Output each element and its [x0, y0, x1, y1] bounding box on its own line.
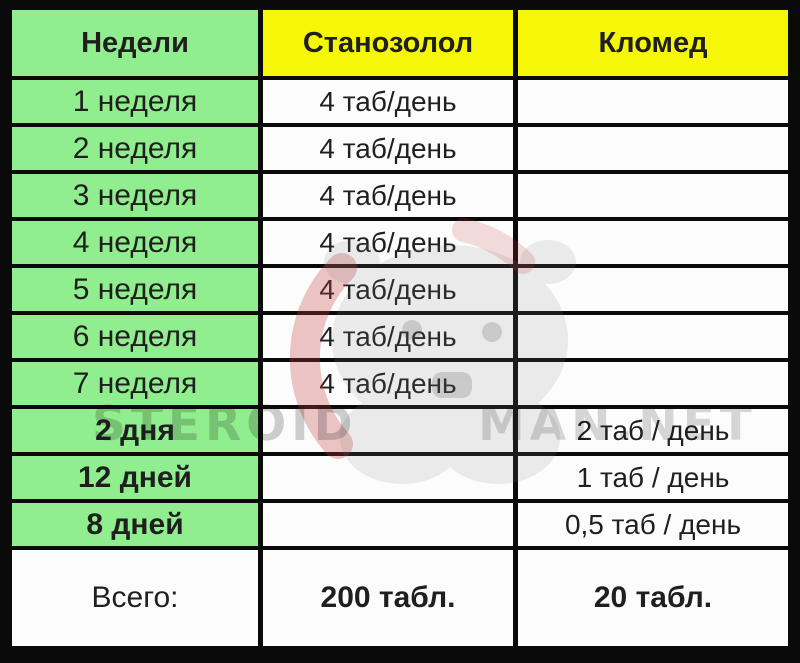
row-period-cell: 7 неделя	[12, 362, 258, 405]
row-clomed-cell: 2 таб / день	[518, 409, 788, 452]
row-clomed-cell: 1 таб / день	[518, 456, 788, 499]
row-stanozolol-cell: 4 таб/день	[263, 221, 513, 264]
row-period-cell: 8 дней	[12, 503, 258, 546]
column-header-stanozolol: Станозолол	[263, 10, 513, 76]
row-period-cell: 12 дней	[12, 456, 258, 499]
row-clomed-cell	[518, 315, 788, 358]
row-stanozolol-cell: 4 таб/день	[263, 174, 513, 217]
row-period-cell: 4 неделя	[12, 221, 258, 264]
row-clomed-cell	[518, 174, 788, 217]
row-period-cell: 5 неделя	[12, 268, 258, 311]
row-stanozolol-cell: 4 таб/день	[263, 127, 513, 170]
row-period-cell: 1 неделя	[12, 80, 258, 123]
column-header-clomed: Кломед	[518, 10, 788, 76]
row-clomed-cell	[518, 221, 788, 264]
footer-clomed-total: 20 табл.	[518, 550, 788, 646]
row-clomed-cell	[518, 268, 788, 311]
footer-stanozolol-total: 200 табл.	[263, 550, 513, 646]
row-stanozolol-cell	[263, 409, 513, 452]
row-stanozolol-cell: 4 таб/день	[263, 315, 513, 358]
footer-total-label: Всего:	[12, 550, 258, 646]
row-stanozolol-cell: 4 таб/день	[263, 268, 513, 311]
row-clomed-cell	[518, 80, 788, 123]
table-grid: Недели Станозолол Кломед 1 неделя 4 таб/д…	[12, 10, 788, 647]
row-stanozolol-cell	[263, 456, 513, 499]
row-clomed-cell	[518, 362, 788, 405]
row-stanozolol-cell: 4 таб/день	[263, 362, 513, 405]
row-stanozolol-cell	[263, 503, 513, 546]
row-period-cell: 2 дня	[12, 409, 258, 452]
row-period-cell: 3 неделя	[12, 174, 258, 217]
row-period-cell: 6 неделя	[12, 315, 258, 358]
row-clomed-cell: 0,5 таб / день	[518, 503, 788, 546]
row-period-cell: 2 неделя	[12, 127, 258, 170]
row-stanozolol-cell: 4 таб/день	[263, 80, 513, 123]
column-header-weeks: Недели	[12, 10, 258, 76]
row-clomed-cell	[518, 127, 788, 170]
